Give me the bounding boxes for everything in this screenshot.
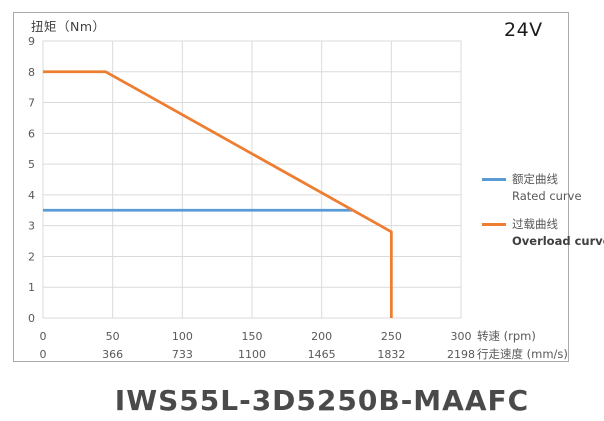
torque-speed-chart-panel: 扭矩（Nm） 24V 0 1 2 3 4 5 6 7 8 9 0 0 50 366 100 733 150 110… xyxy=(13,12,604,362)
x-tick-label-rpm: 50 xyxy=(106,330,120,343)
y-tick-label: 5 xyxy=(28,158,35,171)
y-tick-label: 1 xyxy=(28,281,35,294)
voltage-label: 24V xyxy=(504,19,543,41)
series-line-1 xyxy=(43,70,393,318)
x-tick-label-rpm: 200 xyxy=(311,330,332,343)
plot-border xyxy=(42,40,462,319)
legend: 额定曲线 Rated curve 过载曲线 Overload curve xyxy=(482,171,604,261)
y-tick-label: 9 xyxy=(28,35,35,48)
x-tick-label-mms: 733 xyxy=(172,348,193,361)
y-tick-label: 2 xyxy=(28,250,35,263)
overload-curve-swatch xyxy=(482,222,506,226)
y-tick-label: 8 xyxy=(28,66,35,79)
plot-area: 0123456789005036610073315011002001465250… xyxy=(28,35,568,361)
x-axis-title-rpm: 转速 (rpm) xyxy=(477,329,536,343)
x-tick-label-mms: 1465 xyxy=(308,348,336,361)
rated-curve-label-zh: 额定曲线 xyxy=(512,172,558,186)
y-tick-label: 4 xyxy=(28,189,35,202)
x-tick-label-mms: 0 xyxy=(40,348,47,361)
y-tick-label: 0 xyxy=(28,312,35,325)
x-tick-label-rpm: 100 xyxy=(172,330,193,343)
x-tick-label-rpm: 250 xyxy=(381,330,402,343)
overload-curve-label-zh: 过载曲线 xyxy=(512,217,558,231)
x-tick-label-rpm: 0 xyxy=(40,330,47,343)
legend-item-overload: 过载曲线 Overload curve xyxy=(482,216,604,248)
x-tick-label-mms: 1100 xyxy=(238,348,266,361)
rated-curve-swatch xyxy=(482,177,506,181)
y-axis-title: 扭矩（Nm） xyxy=(31,19,106,34)
x-tick-label-mms: 1832 xyxy=(377,348,405,361)
x-tick-label-rpm: 300 xyxy=(451,330,472,343)
model-title: IWS55L-3D5250B-MAAFC xyxy=(114,384,530,417)
x-tick-label-mms: 2198 xyxy=(447,348,475,361)
y-tick-label: 6 xyxy=(28,127,35,140)
rated-curve-label-en: Rated curve xyxy=(512,189,582,203)
legend-item-rated: 额定曲线 Rated curve xyxy=(482,171,582,203)
x-axis-title-mms: 行走速度 (mm/s) xyxy=(477,347,568,361)
x-tick-label-rpm: 150 xyxy=(242,330,263,343)
y-tick-label: 3 xyxy=(28,220,35,233)
overload-curve-label-en: Overload curve xyxy=(512,234,604,248)
x-tick-label-mms: 366 xyxy=(102,348,123,361)
y-tick-label: 7 xyxy=(28,97,35,110)
